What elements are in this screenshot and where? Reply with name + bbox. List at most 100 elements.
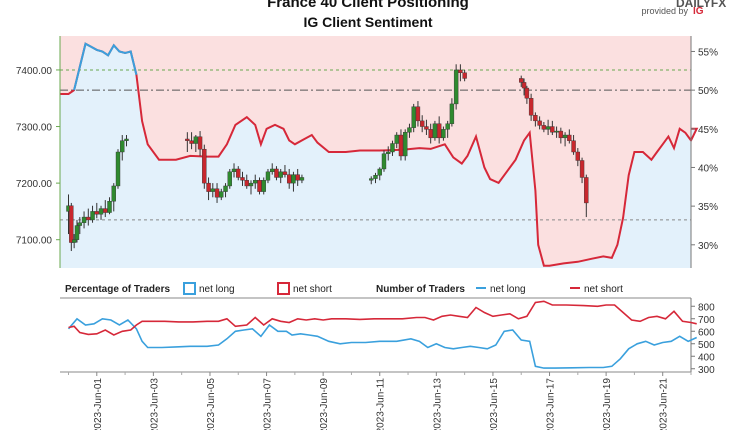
candle-body-4 — [77, 222, 83, 226]
candle-body-24 — [219, 191, 224, 198]
bottom-tick-label-0: 300 — [698, 365, 715, 376]
candle-body-50 — [394, 134, 399, 144]
candle-body-68 — [521, 82, 527, 89]
x-tick-label-9: 2023-Jun-19 — [602, 378, 613, 430]
chart-subtitle: IG Client Sentiment — [303, 14, 432, 30]
left-tick-label-2: 7300.00 — [16, 123, 53, 134]
brand-logo-text: DAILYFX — [676, 0, 726, 10]
x-tick-label-6: 2023-Jun-13 — [432, 378, 443, 430]
candle-body-66 — [462, 72, 467, 79]
candle-body-60 — [436, 123, 442, 139]
x-tick-label-4: 2023-Jun-09 — [319, 378, 330, 430]
right-tick-label-5: 55% — [698, 47, 718, 58]
candle-body-40 — [286, 174, 292, 184]
right-y-ticks: 30% 35% 40% 45% 50% 55% — [691, 47, 718, 252]
candle-body-29 — [240, 177, 245, 181]
candle-body-14 — [120, 140, 125, 153]
candle-body-35 — [265, 171, 271, 181]
candle-body-20 — [202, 148, 207, 184]
candle-body-1 — [69, 205, 74, 243]
candle-body-58 — [428, 129, 433, 139]
brand-provided-by: provided by — [641, 6, 688, 16]
candle-body-31 — [248, 182, 254, 187]
candle-body-27 — [231, 168, 237, 173]
x-tick-label-3: 2023-Jun-07 — [263, 378, 274, 430]
candle-body-11 — [107, 201, 112, 213]
candle-body-57 — [424, 126, 429, 130]
candle-body-47 — [381, 153, 387, 170]
candle-body-10 — [103, 208, 108, 213]
candle-body-41 — [291, 174, 296, 184]
candle-body-15 — [124, 138, 129, 141]
candle-body-36 — [270, 168, 275, 173]
right-tick-label-2: 40% — [698, 163, 718, 174]
candle-body-45 — [373, 174, 378, 179]
candle-body-43 — [299, 177, 305, 181]
candle-body-63 — [449, 103, 455, 124]
candle-body-51 — [398, 134, 404, 157]
x-tick-label-8: 2023-Jun-17 — [546, 378, 557, 430]
candle-body-82 — [579, 160, 585, 178]
candle-body-19 — [197, 136, 203, 150]
candle-body-8 — [94, 211, 99, 215]
candle-body-18 — [193, 136, 199, 144]
num-short-line — [68, 300, 697, 336]
x-tick-label-0: 2023-Jun-01 — [93, 378, 104, 430]
legend-pct-short-swatch — [277, 282, 290, 295]
candle-body-7 — [90, 211, 95, 221]
candle-body-33 — [257, 180, 262, 192]
candle-body-17 — [189, 140, 194, 144]
candle-body-12 — [111, 185, 116, 202]
candle-body-37 — [274, 168, 279, 178]
x-tick-label-10: 2023-Jun-21 — [659, 378, 670, 430]
legend-num-title: Number of Traders — [376, 284, 465, 295]
x-axis-ticks: 2023-Jun-01 2023-Jun-03 2023-Jun-05 2023-Ju… — [60, 371, 692, 430]
candle-body-75 — [550, 126, 555, 133]
candle-body-44 — [369, 178, 374, 181]
candle-body-71 — [533, 115, 538, 122]
candle-body-34 — [261, 180, 266, 192]
candle-body-72 — [537, 120, 542, 126]
candle-body-83 — [584, 177, 589, 204]
bottom-tick-label-4: 700 — [698, 315, 715, 326]
candle-body-54 — [411, 106, 416, 128]
candle-body-42 — [295, 174, 300, 181]
candle-body-30 — [244, 180, 249, 187]
chart-title: France 40 Client Positioning — [267, 0, 469, 11]
right-tick-label-3: 45% — [698, 125, 718, 136]
legend-num-short-label: net short — [584, 284, 623, 295]
candle-body-77 — [558, 130, 564, 139]
legend-pct-long-label: net long — [199, 284, 235, 295]
candle-body-78 — [562, 134, 568, 139]
candle-body-65 — [458, 69, 463, 73]
candle-body-61 — [441, 129, 446, 139]
candle-body-6 — [86, 216, 91, 221]
candle-body-62 — [445, 123, 450, 130]
price-panel: 7100.00 7200.00 7300.00 7400.00 30% 35% 40% 45… — [16, 36, 718, 269]
long-fill-area — [60, 43, 697, 269]
candle-body-23 — [214, 188, 220, 198]
candle-body-21 — [206, 182, 211, 192]
candle-body-76 — [554, 130, 559, 133]
brand-ig-logo: IG — [693, 6, 704, 17]
candle-body-49 — [390, 143, 395, 153]
legend-pct-short-label: net short — [293, 284, 332, 295]
candle-body-25 — [223, 185, 228, 192]
right-tick-label-0: 30% — [698, 241, 718, 252]
candle-body-13 — [115, 151, 121, 187]
candle-body-59 — [432, 123, 438, 139]
candle-body-26 — [227, 171, 232, 187]
left-y-ticks: 7100.00 7200.00 7300.00 7400.00 — [16, 66, 60, 247]
candle-body-53 — [407, 127, 412, 133]
legend-pct-title: Percentage of Traders — [65, 284, 170, 295]
candle-body-74 — [545, 126, 551, 130]
candle-body-73 — [541, 125, 547, 130]
candle-body-67 — [519, 78, 524, 83]
candle-body-9 — [98, 208, 104, 215]
net-long-pct-line-upper — [73, 42, 138, 91]
candle-body-48 — [386, 151, 391, 154]
candles-group — [66, 64, 589, 252]
candle-body-32 — [253, 180, 258, 184]
